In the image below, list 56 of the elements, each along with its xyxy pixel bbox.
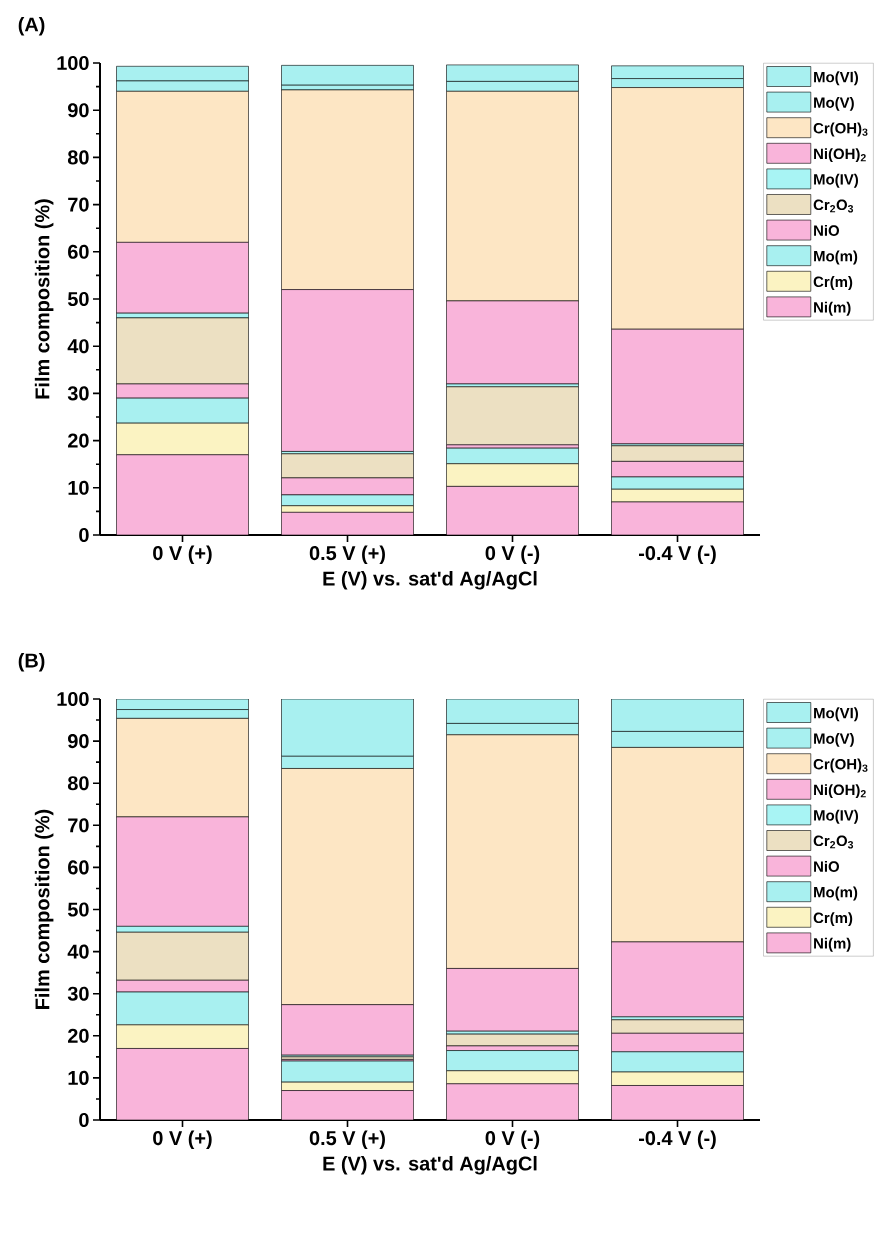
y-tick-label: 40 [67,339,89,354]
legend-label: Mo(V) [814,96,854,111]
y-tick-label: 60 [68,860,89,875]
legend-label: Cr(OH)$_{3}$ [813,758,868,773]
legend-label: Cr(m) [813,912,853,927]
legend-label: Mo(V) [814,732,854,747]
y-tick-label: 50 [67,291,89,307]
y-axis-title: Film composition (%) [34,199,54,399]
legend-label: Cr$_{2}$O$_{3}$ [813,199,854,213]
y-axis-title: Film composition (%) [34,809,54,1009]
legend-label: Ni(m) [814,937,851,952]
y-tick-label: 90 [68,103,89,118]
y-tick-label: 100 [57,55,89,71]
y-tick-label: 10 [68,480,89,495]
legend-label: Cr(OH)$_{3}$ [813,122,868,137]
legend-label: Mo(VI) [814,707,859,722]
legend-label: NiO [814,860,840,872]
y-tick-label: 60 [68,244,89,259]
legend-label: Mo(m) [814,250,858,265]
y-tick-label: 90 [68,734,89,749]
chart-title: (A) [18,16,45,36]
legend-label: Mo(IV) [814,809,859,824]
legend-label: Cr(m) [813,276,853,291]
y-tick-label: 30 [67,386,89,401]
legend-label: Mo(VI) [814,71,859,86]
legend-label: Mo(IV) [814,173,859,188]
x-tick-label: -0.4 V (-) [638,1130,716,1150]
legend-label: Mo(m) [814,886,858,901]
legend-label: Ni(OH)$_{2}$ [814,784,866,799]
y-tick-label: 70 [68,818,89,833]
x-tick-label: 0.5 V (+) [309,1130,385,1150]
y-tick-label: 30 [67,986,89,1001]
y-tick-label: 20 [68,1028,89,1043]
x-axis-title: E (V) vs. sat'd Ag/AgCl [323,570,537,590]
x-tick-label: 0 V (-) [485,545,540,565]
y-tick-label: 0 [79,1112,89,1128]
y-tick-label: 40 [67,944,89,959]
x-tick-label: 0.5 V (+) [309,545,385,565]
y-tick-label: 50 [67,902,89,917]
x-tick-label: 0 V (+) [153,1130,212,1150]
y-tick-label: 70 [68,197,89,212]
chart-title: (B) [18,652,45,672]
x-tick-label: -0.4 V (-) [638,545,716,565]
legend-label: Ni(OH)$_{2}$ [814,148,866,163]
y-tick-label: 0 [79,527,89,543]
y-tick-label: 100 [57,691,89,707]
y-tick-label: 80 [67,150,89,165]
legend-label: Ni(m) [814,301,851,316]
legend-label: Cr$_{2}$O$_{3}$ [813,835,854,849]
y-tick-label: 10 [68,1070,89,1085]
y-tick-label: 80 [67,776,89,791]
x-tick-label: 0 V (+) [153,545,212,565]
x-axis-title: E (V) vs. sat'd Ag/AgCl [323,1155,537,1175]
y-tick-label: 20 [68,433,89,448]
legend-label: NiO [814,224,840,236]
x-tick-label: 0 V (-) [485,1130,540,1150]
